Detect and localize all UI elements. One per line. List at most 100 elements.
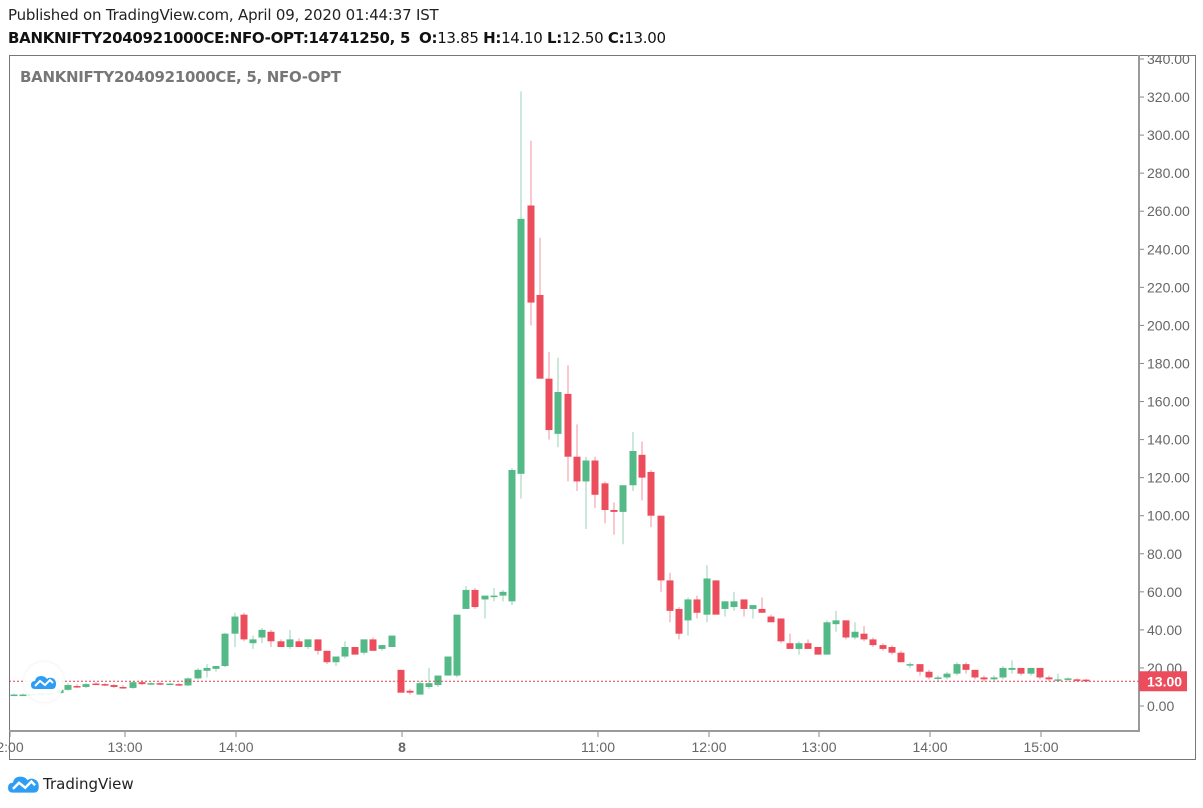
candle — [842, 620, 850, 640]
candle — [536, 237, 544, 379]
close-label: C: — [607, 29, 625, 47]
candle — [758, 597, 766, 613]
candle — [267, 629, 275, 648]
price-tick-label: 80.00 — [1147, 546, 1182, 562]
price-tick-label: 260.00 — [1147, 203, 1190, 219]
candle — [740, 599, 748, 617]
high-label: H: — [483, 29, 502, 47]
candle — [971, 669, 979, 680]
candle — [712, 580, 720, 615]
time-axis[interactable]: 2:00 13:00 14:00 8 11:00 12:00 13:00 14:00 15:00 — [0, 732, 1059, 755]
time-tick-label: 2:00 — [0, 739, 24, 755]
candle — [619, 485, 627, 545]
price-tick-label: 300.00 — [1147, 127, 1190, 143]
candle — [591, 456, 599, 509]
candle — [258, 627, 266, 644]
price-tick-label: 180.00 — [1147, 355, 1190, 371]
time-tick-label: 11:00 — [581, 739, 615, 755]
candle — [721, 601, 729, 617]
candle — [156, 682, 164, 686]
chart-frame — [9, 55, 1196, 760]
price-tick-label: 60.00 — [1147, 584, 1182, 600]
open-value: 13.85 — [437, 29, 479, 47]
candle — [1036, 667, 1044, 680]
candle — [249, 635, 257, 649]
candle — [925, 669, 933, 680]
price-tick-label: 0.00 — [1147, 698, 1174, 714]
candle — [554, 357, 562, 448]
candle — [675, 607, 683, 640]
candle — [240, 612, 248, 642]
candle — [231, 612, 239, 648]
time-tick-label: 14:00 — [912, 739, 947, 755]
candle — [92, 682, 100, 686]
time-tick-label: 12:00 — [691, 739, 726, 755]
candle — [147, 682, 155, 686]
candle — [369, 637, 377, 651]
candle — [814, 647, 822, 655]
candle — [666, 572, 674, 623]
price-tick-label: 320.00 — [1147, 89, 1190, 105]
candle — [795, 641, 803, 655]
candle — [517, 91, 525, 499]
candle — [508, 468, 516, 606]
candle — [19, 693, 27, 697]
plot-area[interactable] — [9, 55, 1140, 732]
candle — [1017, 667, 1025, 676]
candle — [1027, 667, 1035, 676]
candle — [999, 666, 1007, 680]
candle — [786, 633, 794, 649]
candle — [286, 629, 294, 649]
tradingview-badge[interactable] — [24, 662, 64, 702]
candle — [453, 614, 461, 678]
footer-brand-text: TradingView — [43, 775, 134, 793]
candle — [166, 683, 174, 686]
candle — [990, 675, 998, 682]
time-tick-label: 13:00 — [107, 739, 142, 755]
price-axis[interactable]: 340.00320.00300.00280.00260.00240.00220.… — [1140, 40, 1196, 714]
candle — [184, 677, 192, 687]
candle — [879, 643, 887, 651]
price-tick-label: 40.00 — [1147, 622, 1182, 638]
candle — [629, 431, 637, 491]
symbol-id: BANKNIFTY2040921000CE:NFO-OPT:14741250, … — [8, 29, 411, 47]
symbol-ohlc-line: BANKNIFTY2040921000CE:NFO-OPT:14741250, … — [8, 29, 666, 47]
candle — [471, 588, 479, 609]
candle — [1045, 675, 1053, 682]
candle — [657, 515, 665, 592]
candle — [693, 595, 701, 619]
price-tick-label: 220.00 — [1147, 279, 1190, 295]
candle — [323, 650, 331, 665]
candle — [897, 650, 905, 663]
candle — [277, 639, 285, 648]
candle — [730, 591, 738, 611]
candle — [1054, 673, 1062, 682]
candle — [749, 605, 757, 619]
candle — [545, 352, 553, 440]
candle — [351, 647, 359, 655]
low-label: L: — [546, 29, 562, 47]
last-price-value: 13.00 — [1147, 673, 1182, 689]
candle — [416, 681, 424, 695]
candle — [462, 586, 470, 609]
candle — [203, 664, 211, 678]
candle — [119, 685, 127, 689]
candle — [212, 666, 220, 672]
candle — [804, 639, 812, 649]
open-label: O: — [419, 29, 438, 47]
candle — [962, 662, 970, 674]
candle — [888, 645, 896, 655]
price-tick-label: 200.00 — [1147, 317, 1190, 333]
footer-brand[interactable]: TradingView — [8, 774, 134, 794]
candle — [684, 597, 692, 636]
published-line: Published on TradingView.com, April 09, … — [8, 6, 439, 24]
candle — [934, 675, 942, 682]
time-tick-label: 8 — [398, 739, 406, 755]
candle — [832, 610, 840, 632]
candle — [851, 622, 859, 640]
candle — [295, 638, 303, 648]
candle — [527, 140, 535, 326]
candle — [573, 424, 581, 491]
candle — [332, 656, 340, 667]
